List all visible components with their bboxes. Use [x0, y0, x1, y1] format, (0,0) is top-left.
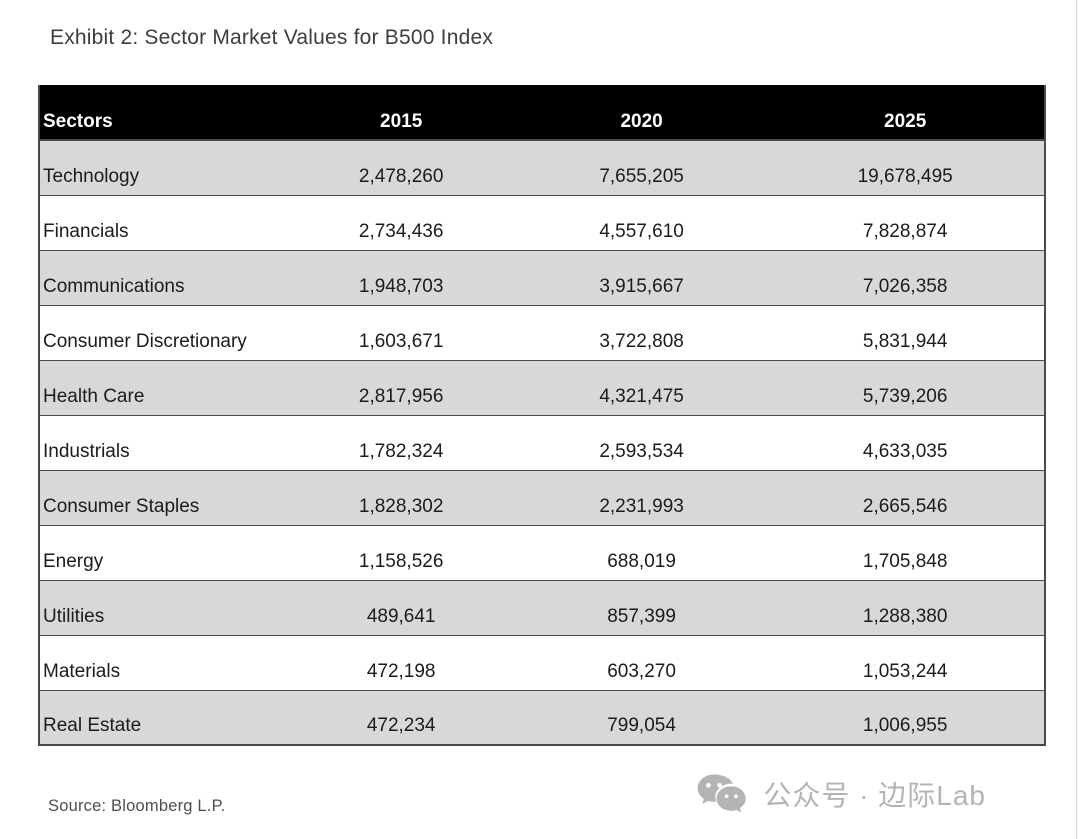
value-cell: 4,557,610	[516, 195, 767, 251]
value-cell: 1,006,955	[766, 690, 1045, 746]
value-cell: 472,234	[285, 690, 517, 746]
value-cell: 2,478,260	[285, 140, 517, 196]
value-cell: 1,053,244	[766, 635, 1045, 691]
value-cell: 472,198	[285, 635, 517, 691]
value-cell: 1,948,703	[285, 250, 517, 306]
value-cell: 3,722,808	[516, 305, 767, 361]
value-cell: 2,665,546	[766, 470, 1045, 526]
value-cell: 4,633,035	[766, 415, 1045, 471]
value-cell: 489,641	[285, 580, 517, 636]
column-header-2020: 2020	[516, 85, 767, 141]
wechat-icon	[697, 774, 747, 813]
value-cell: 603,270	[516, 635, 767, 691]
value-cell: 1,828,302	[285, 470, 517, 526]
table-row: Real Estate 472,234 799,054 1,006,955	[39, 690, 1045, 746]
table-row: Materials 472,198 603,270 1,053,244	[39, 635, 1045, 691]
exhibit-title: Exhibit 2: Sector Market Values for B500…	[50, 26, 494, 49]
value-cell: 2,734,436	[285, 195, 517, 251]
table-row: Industrials 1,782,324 2,593,534 4,633,035	[39, 415, 1045, 471]
column-header-2025: 2025	[766, 85, 1045, 141]
value-cell: 19,678,495	[766, 140, 1045, 196]
table-row: Energy 1,158,526 688,019 1,705,848	[39, 525, 1045, 581]
sector-name-cell: Consumer Discretionary	[39, 305, 286, 361]
table-body: Technology 2,478,260 7,655,205 19,678,495 Fi…	[39, 140, 1045, 746]
value-cell: 688,019	[516, 525, 767, 581]
table-row: Communications 1,948,703 3,915,667 7,026,35…	[39, 250, 1045, 306]
table-row: Consumer Discretionary 1,603,671 3,722,808…	[39, 305, 1045, 361]
sector-name-cell: Communications	[39, 250, 286, 306]
sector-name-cell: Technology	[39, 140, 286, 196]
value-cell: 1,288,380	[766, 580, 1045, 636]
sector-name-cell: Health Care	[39, 360, 286, 416]
table-row: Technology 2,478,260 7,655,205 19,678,495	[39, 140, 1045, 196]
value-cell: 5,831,944	[766, 305, 1045, 361]
sector-name-cell: Consumer Staples	[39, 470, 286, 526]
value-cell: 1,158,526	[285, 525, 517, 581]
value-cell: 1,603,671	[285, 305, 517, 361]
value-cell: 2,231,993	[516, 470, 767, 526]
value-cell: 2,817,956	[285, 360, 517, 416]
watermark: 公众号 · 边际Lab	[697, 773, 986, 815]
sector-market-values-table: Sectors 2015 2020 2025 Technology 2,478,2…	[38, 85, 1046, 746]
value-cell: 2,593,534	[516, 415, 767, 471]
watermark-text: 公众号 · 边际Lab	[763, 780, 986, 811]
column-header-2015: 2015	[285, 85, 517, 141]
right-edge-line	[1076, 0, 1077, 839]
column-header-sectors: Sectors	[39, 85, 286, 141]
sector-name-cell: Energy	[39, 525, 286, 581]
sector-name-cell: Utilities	[39, 580, 286, 636]
source-note: Source: Bloomberg L.P.	[48, 797, 226, 815]
value-cell: 7,026,358	[766, 250, 1045, 306]
value-cell: 4,321,475	[516, 360, 767, 416]
table-row: Utilities 489,641 857,399 1,288,380	[39, 580, 1045, 636]
value-cell: 857,399	[516, 580, 767, 636]
value-cell: 7,655,205	[516, 140, 767, 196]
value-cell: 7,828,874	[766, 195, 1045, 251]
value-cell: 3,915,667	[516, 250, 767, 306]
table-row: Financials 2,734,436 4,557,610 7,828,874	[39, 195, 1045, 251]
sector-name-cell: Industrials	[39, 415, 286, 471]
sector-name-cell: Real Estate	[39, 690, 286, 746]
sector-name-cell: Materials	[39, 635, 286, 691]
sector-name-cell: Financials	[39, 195, 286, 251]
value-cell: 1,705,848	[766, 525, 1045, 581]
table-row: Consumer Staples 1,828,302 2,231,993 2,665,…	[39, 470, 1045, 526]
table-header-row: Sectors 2015 2020 2025	[39, 85, 1045, 141]
value-cell: 5,739,206	[766, 360, 1045, 416]
value-cell: 799,054	[516, 690, 767, 746]
value-cell: 1,782,324	[285, 415, 517, 471]
table-row: Health Care 2,817,956 4,321,475 5,739,206	[39, 360, 1045, 416]
